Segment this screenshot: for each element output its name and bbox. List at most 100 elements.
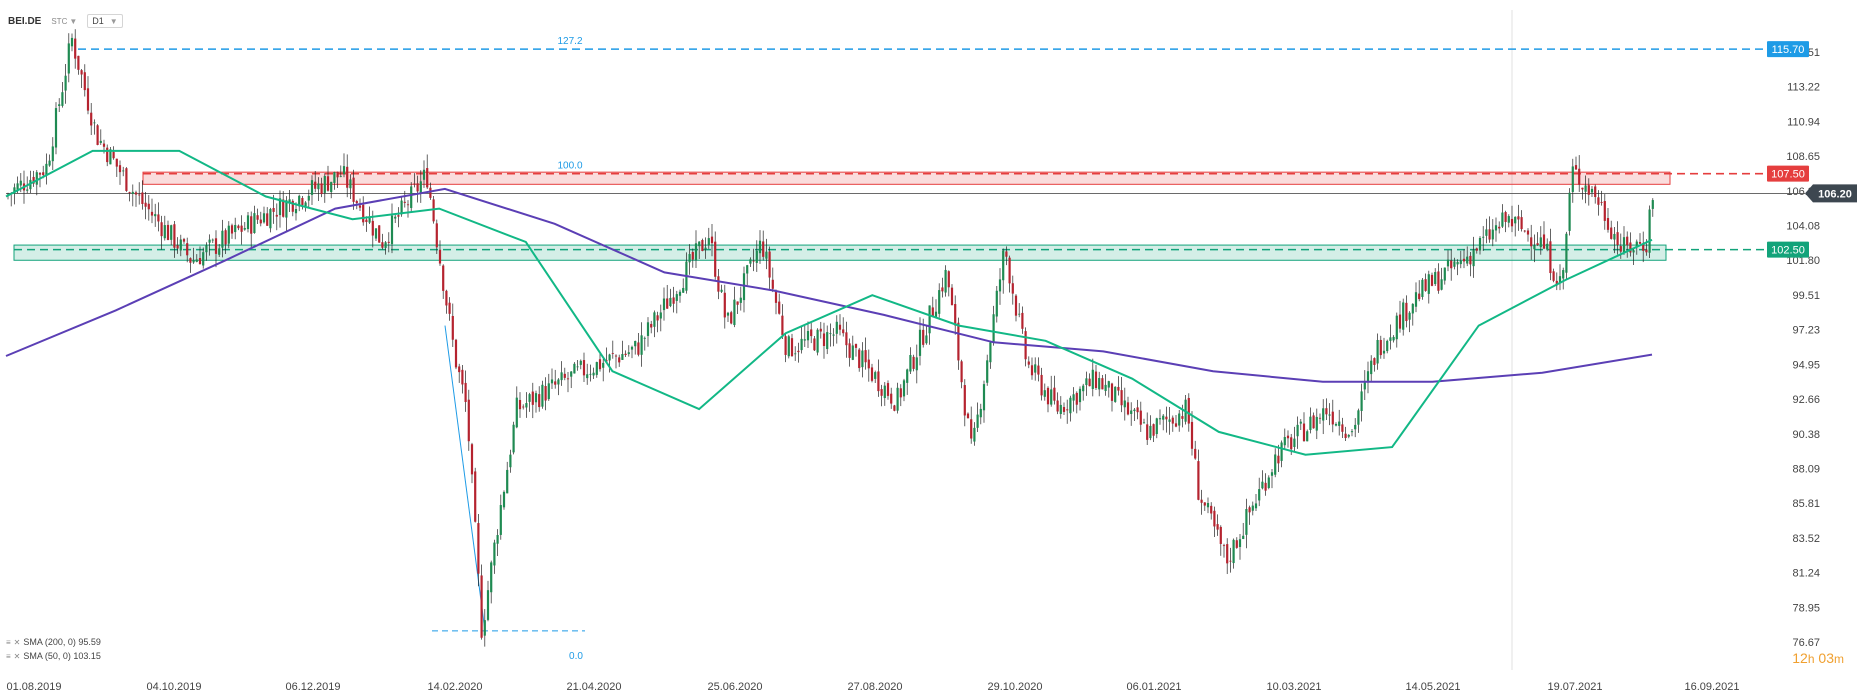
candle-body [573, 363, 576, 374]
candle-body [1360, 391, 1363, 411]
candle-body [1213, 510, 1216, 527]
candle-body [1542, 234, 1546, 249]
x-tick-label: 10.03.2021 [1266, 681, 1321, 693]
candle-body [179, 239, 182, 251]
candle-body [144, 202, 147, 207]
candle-body [1475, 248, 1478, 251]
candle-body [982, 384, 986, 411]
candle-body [1341, 424, 1344, 432]
candle-body [509, 454, 512, 468]
legend-sma-200[interactable]: ≡ ✕ SMA (200, 0) 95.59 [6, 637, 101, 647]
candle-body [1133, 409, 1136, 412]
candle-body [1619, 246, 1622, 252]
candle-body [1318, 417, 1322, 419]
candle-body [64, 75, 67, 91]
candle-body [1075, 392, 1078, 405]
candle-body [352, 177, 355, 202]
candle-body [1056, 400, 1059, 412]
candle-body [758, 240, 762, 254]
candle-body [512, 424, 515, 453]
candle-body [1357, 410, 1360, 425]
candle-body [861, 350, 864, 368]
candle-body [1533, 245, 1536, 250]
candle-body [954, 304, 957, 326]
symbol-label[interactable]: BEI.DE [8, 15, 42, 27]
stock-type-badge[interactable]: STC ▼ [51, 17, 77, 26]
last-price-tag [1805, 184, 1857, 203]
candle-body [1222, 545, 1226, 547]
candle-body [83, 72, 86, 91]
candle-body [707, 238, 710, 246]
candle-body [688, 254, 691, 263]
candle-body [1530, 237, 1533, 247]
candle-body [1546, 243, 1549, 250]
candle-body [221, 230, 224, 248]
candle-body [544, 386, 547, 401]
candle-body [256, 215, 259, 220]
candle-body [429, 187, 432, 198]
fibonacci-level-label: 127.2 [557, 36, 582, 47]
timeframe-select[interactable]: D1 ▼ [87, 14, 123, 28]
candle-body [214, 238, 218, 254]
candle-body [432, 199, 435, 222]
close-icon[interactable]: ✕ [13, 637, 21, 647]
candle-body [1152, 424, 1155, 436]
candle-body [698, 241, 701, 247]
candle-body [938, 290, 941, 314]
candle-body [714, 241, 717, 277]
candle-body [355, 201, 358, 204]
candle-body [384, 242, 387, 248]
candle-body [730, 312, 733, 324]
candle-body [1110, 383, 1114, 401]
x-tick-label: 01.08.2019 [6, 681, 61, 693]
countdown-minutes: 03 [1818, 650, 1834, 666]
candle-body [48, 160, 51, 166]
candle-body [464, 382, 467, 402]
candle-body [496, 535, 499, 544]
candle-body [1568, 192, 1571, 231]
candle-body [966, 413, 970, 419]
candle-body [611, 353, 614, 354]
candle-body [1027, 361, 1030, 365]
sma-50-line [5, 149, 1653, 456]
candle-body [944, 269, 947, 293]
candle-body [1043, 390, 1046, 397]
candle-body [253, 213, 256, 234]
candle-body [598, 359, 602, 370]
candle-body [1226, 544, 1229, 564]
candle-body [691, 251, 694, 260]
candle-body [246, 215, 250, 229]
candle-body [189, 258, 192, 263]
candle-body [323, 175, 326, 193]
countdown-hours-unit: h [1807, 652, 1815, 666]
candle-body [1328, 414, 1331, 416]
candle-body [32, 176, 35, 184]
candle-body [781, 315, 784, 336]
candle-body [1062, 407, 1066, 412]
x-tick-label: 06.12.2019 [285, 681, 340, 693]
price-level-tag [1767, 41, 1809, 58]
candle-body [1469, 255, 1472, 265]
candle-body [1315, 416, 1318, 431]
candle-body [1264, 482, 1267, 491]
candle-body [416, 183, 419, 192]
candle-body [525, 403, 528, 408]
candle-body [1574, 165, 1578, 170]
close-icon[interactable]: ✕ [13, 651, 21, 661]
legend-sma-50[interactable]: ≡ ✕ SMA (50, 0) 103.15 [6, 651, 101, 661]
menu-icon[interactable]: ≡ [6, 651, 11, 661]
candle-body [1587, 185, 1590, 195]
candle-body [1190, 421, 1194, 449]
menu-icon[interactable]: ≡ [6, 637, 11, 647]
candle-body [138, 194, 141, 196]
candle-body [1242, 535, 1245, 540]
candle-body [586, 374, 589, 379]
candle-body [467, 399, 470, 442]
candle-body [1155, 418, 1158, 435]
candle-body [854, 344, 858, 348]
candle-body [1626, 236, 1629, 246]
candle-body [874, 372, 877, 379]
candle-body [310, 180, 314, 195]
candle-body [1405, 302, 1408, 322]
